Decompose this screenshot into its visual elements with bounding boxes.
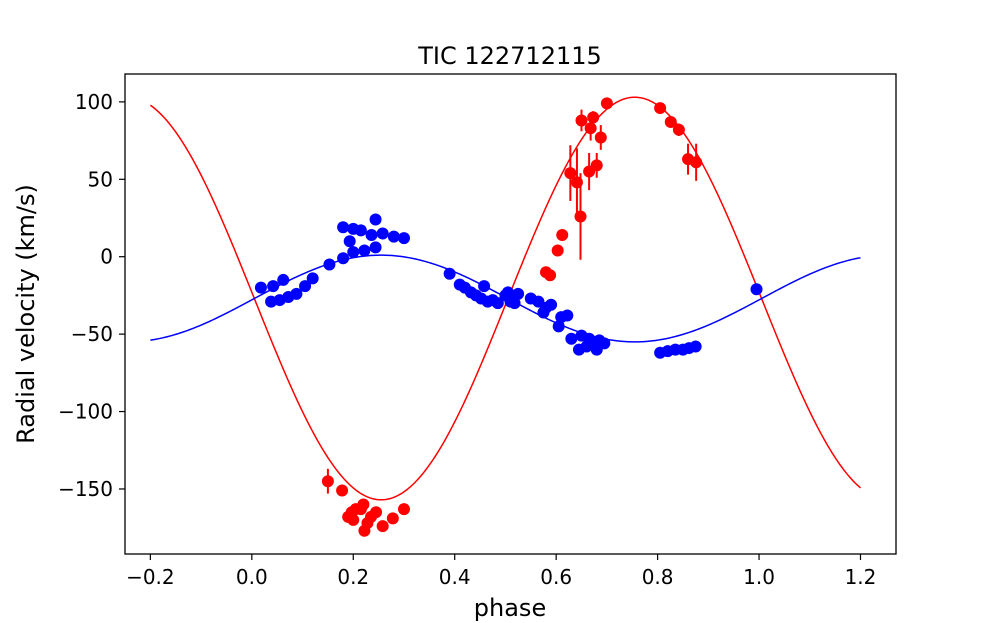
- data-point-series-0: [690, 156, 703, 169]
- data-point-series-0: [564, 167, 577, 180]
- data-point-series-0: [336, 484, 349, 497]
- data-point-series-0: [551, 244, 564, 257]
- data-point-series-1: [365, 229, 378, 242]
- y-tick-label: 0: [100, 245, 113, 269]
- y-axis-label: Radial velocity (km/s): [12, 184, 40, 444]
- data-points: [254, 97, 763, 537]
- data-point-series-1: [277, 273, 290, 286]
- data-point-series-0: [556, 229, 569, 242]
- data-point-series-0: [672, 123, 685, 136]
- y-tick-label: −150: [58, 477, 113, 501]
- x-tick-label: 0.0: [236, 565, 268, 589]
- chart-title: TIC 122712115: [417, 42, 602, 70]
- data-point-series-1: [267, 280, 280, 293]
- data-point-series-1: [376, 227, 389, 240]
- data-point-series-1: [552, 320, 565, 333]
- data-point-series-0: [376, 520, 389, 533]
- data-point-series-1: [598, 337, 611, 350]
- data-point-series-1: [254, 281, 267, 294]
- data-point-series-1: [508, 297, 521, 310]
- data-point-series-1: [750, 283, 763, 296]
- data-point-series-0: [575, 114, 588, 127]
- x-tick-label: 0.4: [439, 565, 471, 589]
- x-tick-label: 0.8: [642, 565, 674, 589]
- data-point-series-0: [584, 122, 597, 135]
- data-point-series-1: [545, 298, 558, 311]
- y-tick-label: −50: [71, 322, 113, 346]
- data-point-series-1: [358, 244, 371, 257]
- data-point-series-0: [544, 269, 557, 282]
- data-point-series-1: [343, 235, 356, 248]
- data-point-series-0: [321, 475, 334, 488]
- data-point-series-0: [654, 102, 667, 115]
- x-axis-ticks: −0.2 0.0 0.2 0.4 0.6 0.8 1.0 1.2: [126, 554, 876, 589]
- x-tick-label: 0.6: [540, 565, 572, 589]
- data-point-series-0: [594, 131, 607, 144]
- data-point-series-1: [337, 221, 350, 234]
- data-point-series-1: [491, 297, 504, 310]
- y-tick-label: −100: [58, 400, 113, 424]
- x-tick-label: 1.2: [845, 565, 877, 589]
- data-point-series-1: [387, 230, 400, 243]
- data-point-series-0: [397, 503, 410, 516]
- data-point-series-1: [443, 267, 456, 280]
- y-tick-label: 50: [88, 167, 113, 191]
- data-point-series-1: [561, 309, 574, 322]
- data-point-series-0: [600, 97, 613, 110]
- data-point-series-1: [478, 280, 491, 293]
- data-point-series-1: [323, 258, 336, 271]
- data-point-series-0: [574, 210, 587, 223]
- data-point-series-1: [501, 286, 514, 299]
- data-point-series-1: [299, 280, 312, 293]
- plot-frame: [124, 73, 897, 555]
- y-axis-ticks: −150 −100 −50 0 50 100: [58, 90, 125, 501]
- data-point-series-1: [397, 232, 410, 245]
- model-curve-0: [149, 96, 861, 501]
- x-tick-label: −0.2: [126, 565, 175, 589]
- data-point-series-0: [590, 159, 603, 172]
- data-point-series-1: [512, 287, 525, 300]
- data-point-series-1: [337, 252, 350, 265]
- x-tick-label: 0.2: [337, 565, 369, 589]
- data-point-series-1: [689, 340, 702, 353]
- data-point-series-0: [664, 116, 677, 128]
- data-point-series-1: [369, 241, 382, 254]
- data-point-series-1: [565, 332, 578, 345]
- data-point-series-1: [354, 224, 367, 237]
- data-point-series-0: [587, 111, 600, 124]
- data-point-series-1: [369, 213, 382, 226]
- data-point-series-0: [386, 512, 399, 525]
- x-tick-label: 1.0: [743, 565, 775, 589]
- data-point-series-0: [370, 506, 383, 519]
- data-point-series-1: [290, 287, 303, 300]
- data-point-series-1: [306, 272, 319, 285]
- data-point-series-0: [347, 513, 360, 526]
- data-point-series-1: [347, 246, 360, 259]
- x-axis-label: phase: [474, 594, 546, 622]
- y-tick-label: 100: [75, 90, 113, 114]
- data-point-series-0: [357, 498, 370, 511]
